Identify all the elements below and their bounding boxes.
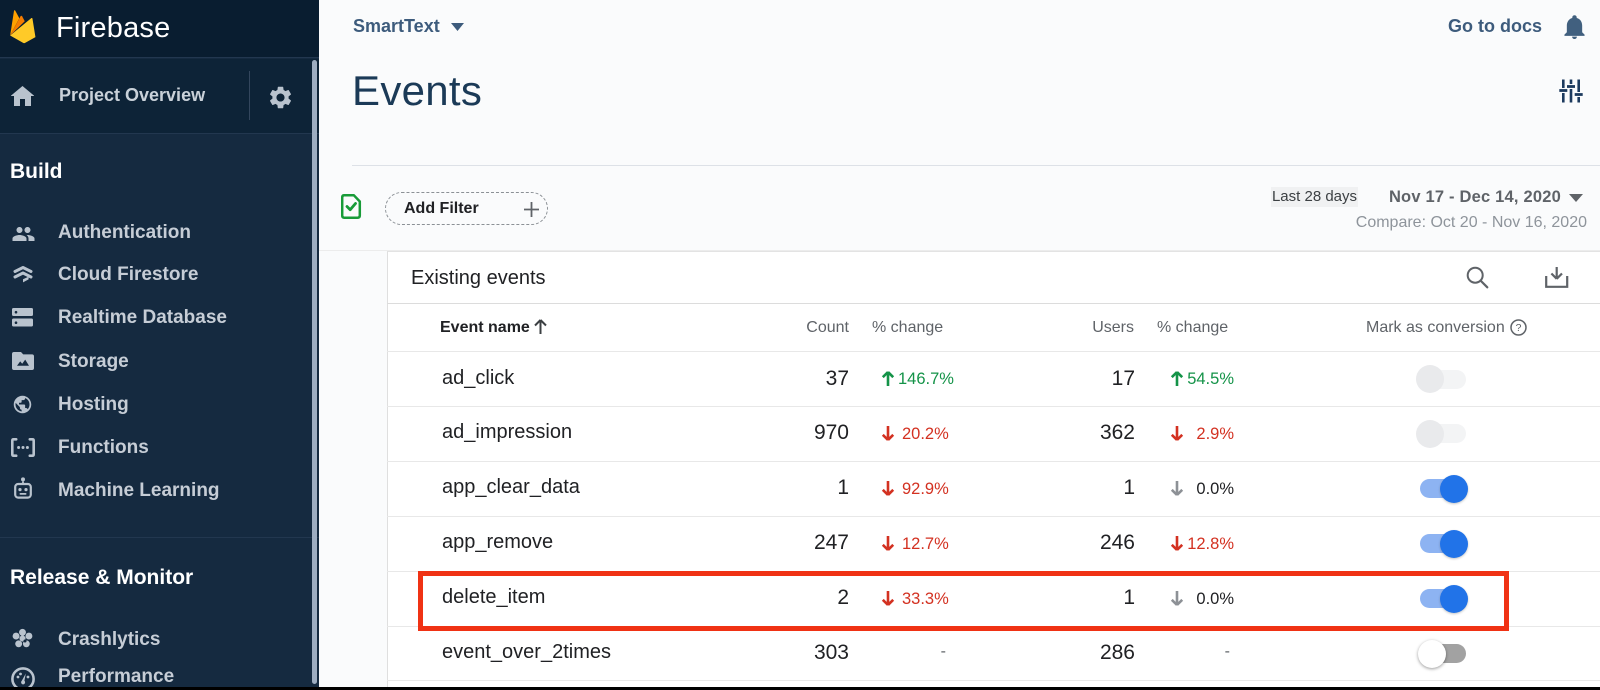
svg-text:?: ? bbox=[1516, 322, 1522, 334]
